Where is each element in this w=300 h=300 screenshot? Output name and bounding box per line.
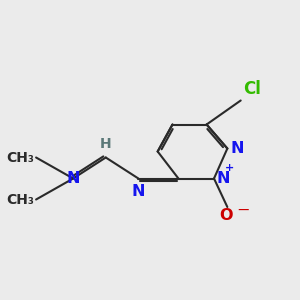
Text: N: N <box>66 171 80 186</box>
Text: Cl: Cl <box>243 80 261 98</box>
Text: N: N <box>132 184 145 200</box>
Text: CH₃: CH₃ <box>7 193 34 206</box>
Text: N: N <box>217 171 230 186</box>
Text: H: H <box>100 137 112 151</box>
Text: O: O <box>219 208 232 224</box>
Text: −: − <box>236 202 250 217</box>
Text: CH₃: CH₃ <box>7 151 34 164</box>
Text: N: N <box>230 141 244 156</box>
Text: +: + <box>225 163 234 173</box>
